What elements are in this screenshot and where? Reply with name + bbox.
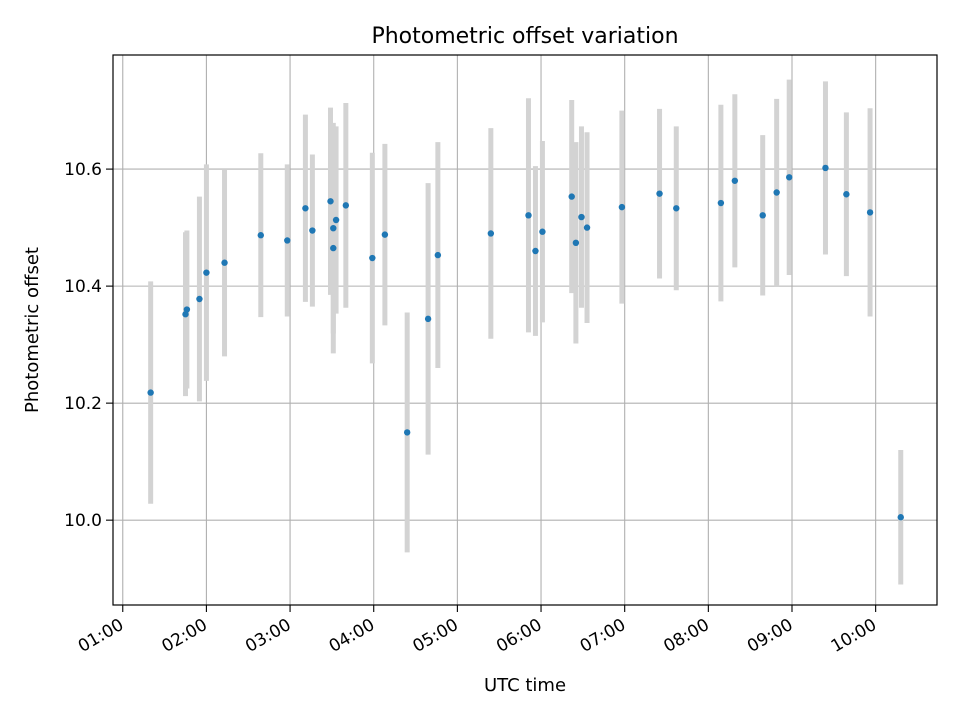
data-point [673, 205, 680, 212]
data-point [568, 193, 575, 200]
data-point [717, 199, 725, 207]
data-point [822, 164, 829, 172]
data-point [257, 232, 264, 239]
data-point [221, 259, 228, 266]
data-point [203, 269, 210, 276]
y-tick-label: 10.2 [64, 394, 102, 414]
data-point [342, 202, 350, 209]
data-point [330, 244, 337, 252]
data-point [532, 247, 539, 255]
data-point [302, 205, 309, 212]
data-point [759, 212, 766, 219]
data-point [147, 389, 154, 396]
data-point [196, 295, 203, 303]
data-point [866, 209, 874, 216]
data-point [618, 203, 626, 211]
data-point [327, 198, 334, 205]
data-point [572, 239, 580, 247]
data-point [578, 213, 585, 221]
x-axis-label: UTC time [484, 675, 566, 696]
data-point [369, 254, 376, 262]
plot-frame [112, 54, 938, 606]
data-point [381, 231, 389, 238]
data-point [332, 216, 340, 224]
data-point [403, 429, 411, 436]
y-axis-ticks: 10.0 10.2 10.4 10.6 [64, 160, 113, 531]
data-point [487, 230, 495, 237]
data-point [786, 174, 793, 181]
y-axis-label: Photometric offset [22, 247, 43, 413]
data-point [731, 177, 739, 184]
data-point [583, 224, 591, 231]
data-point [309, 227, 316, 234]
y-tick-label: 10.6 [64, 160, 102, 180]
data-points [147, 164, 904, 521]
data-point [525, 212, 532, 219]
y-tick-label: 10.0 [64, 511, 102, 531]
data-point [539, 228, 546, 235]
chart-title: Photometric offset variation [371, 24, 678, 49]
data-point [284, 237, 291, 244]
data-point [183, 306, 191, 313]
data-point [424, 315, 432, 323]
data-point [434, 251, 442, 259]
y-tick-label: 10.4 [64, 277, 102, 297]
data-point [843, 191, 850, 198]
data-point [897, 514, 904, 521]
data-point [656, 190, 663, 197]
data-point [330, 224, 337, 232]
data-point [773, 189, 780, 196]
